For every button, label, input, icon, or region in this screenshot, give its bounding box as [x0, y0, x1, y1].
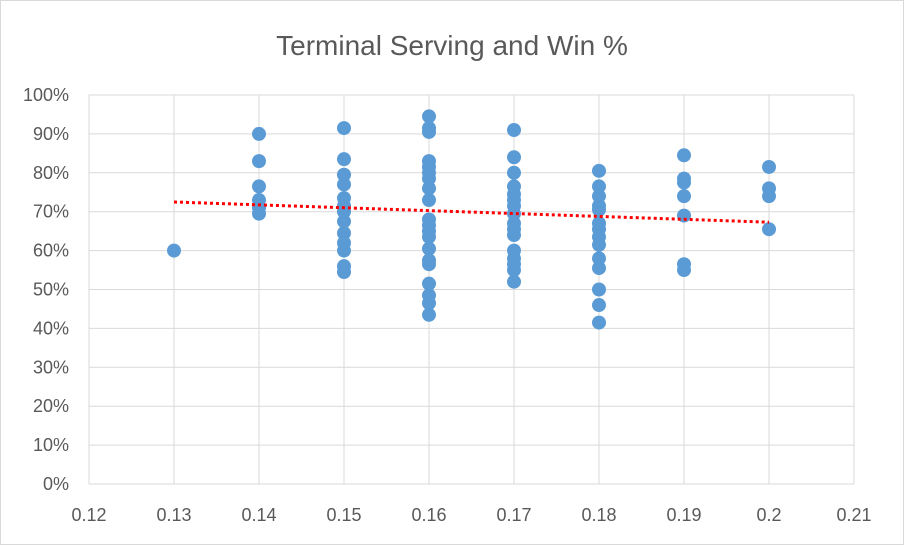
data-point [677, 189, 691, 204]
data-point [422, 296, 436, 311]
data-point [337, 243, 351, 258]
data-point [592, 237, 606, 252]
y-tick-label: 0% [43, 474, 69, 494]
x-tick-label: 0.21 [836, 505, 871, 525]
data-point [507, 150, 521, 165]
data-point [337, 226, 351, 241]
y-tick-label: 30% [33, 357, 69, 377]
horizontal-gridlines [89, 94, 854, 485]
y-tick-label: 100% [23, 85, 69, 105]
x-tick-label: 0.14 [241, 505, 276, 525]
data-point [337, 167, 351, 182]
data-point [507, 228, 521, 243]
data-point [422, 124, 436, 139]
data-point [592, 189, 606, 204]
x-tick-label: 0.19 [666, 505, 701, 525]
y-axis-tick-labels: 0% 10% 20% 30% 40% 50% 60% 70% 80% 90% 100% [23, 85, 69, 494]
data-point [252, 179, 266, 194]
x-tick-label: 0.17 [496, 505, 531, 525]
data-point [762, 189, 776, 204]
data-point [422, 229, 436, 244]
data-point [422, 276, 436, 291]
y-tick-label: 60% [33, 241, 69, 261]
data-point [507, 274, 521, 289]
x-tick-label: 0.15 [326, 505, 361, 525]
data-point [337, 264, 351, 279]
y-tick-label: 40% [33, 318, 69, 338]
x-tick-label: 0.2 [756, 505, 781, 525]
data-point [507, 206, 521, 221]
data-point [422, 193, 436, 208]
data-point [422, 307, 436, 322]
data-point [337, 121, 351, 136]
data-point [422, 171, 436, 186]
y-tick-label: 80% [33, 163, 69, 183]
data-point [507, 263, 521, 278]
data-point [592, 251, 606, 266]
y-tick-label: 90% [33, 124, 69, 144]
data-point [677, 148, 691, 163]
data-point [422, 241, 436, 256]
data-point [592, 298, 606, 313]
x-tick-label: 0.16 [411, 505, 446, 525]
data-point [252, 126, 266, 141]
data-point [592, 315, 606, 330]
data-point [592, 261, 606, 276]
data-point [762, 159, 776, 174]
data-point [592, 282, 606, 297]
y-tick-label: 70% [33, 202, 69, 222]
data-point [252, 154, 266, 169]
data-point [592, 163, 606, 178]
x-tick-label: 0.18 [581, 505, 616, 525]
data-point [422, 257, 436, 272]
x-tick-label: 0.12 [71, 505, 106, 525]
data-point [677, 263, 691, 278]
data-point [337, 177, 351, 192]
data-point [762, 222, 776, 237]
data-point [337, 204, 351, 219]
x-tick-label: 0.13 [156, 505, 191, 525]
chart-title: Terminal Serving and Win % [276, 30, 628, 61]
data-point [507, 123, 521, 138]
y-tick-label: 10% [33, 435, 69, 455]
y-tick-label: 20% [33, 396, 69, 416]
data-point [592, 179, 606, 194]
data-point [337, 214, 351, 229]
y-tick-label: 50% [33, 280, 69, 300]
data-point [422, 109, 436, 124]
data-point [337, 152, 351, 167]
x-axis-tick-labels: 0.12 0.13 0.14 0.15 0.16 0.17 0.18 0.19 0.2 0.21 [71, 505, 871, 525]
data-point [677, 175, 691, 190]
data-point [592, 202, 606, 217]
data-point [252, 206, 266, 221]
data-point [422, 181, 436, 196]
data-points [167, 109, 776, 330]
data-point [167, 243, 181, 258]
data-point [507, 165, 521, 180]
